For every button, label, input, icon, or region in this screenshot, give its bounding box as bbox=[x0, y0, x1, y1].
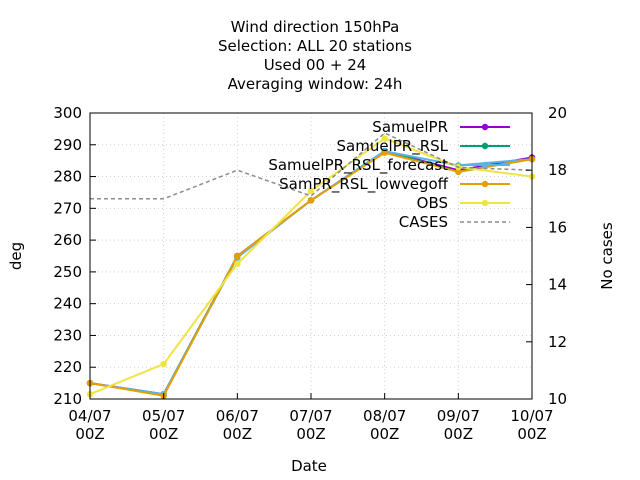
y2-tick-label: 20 bbox=[548, 104, 567, 122]
x-tick-label: 10/07 bbox=[510, 407, 553, 425]
data-point bbox=[234, 260, 241, 268]
y2-tick-label: 10 bbox=[548, 390, 567, 408]
legend-label: CASES bbox=[399, 213, 448, 231]
x-tick-label: 00Z bbox=[149, 425, 178, 443]
x-tick-label: 00Z bbox=[296, 425, 325, 443]
y-tick-label: 290 bbox=[53, 136, 82, 154]
x-tick-label: 00Z bbox=[75, 425, 104, 443]
legend-label: OBS bbox=[417, 194, 448, 212]
legend-label: SamuelPR_RSL_forecast bbox=[268, 156, 448, 175]
series-line-5 bbox=[90, 132, 533, 200]
title-line-2: Used 00 + 24 bbox=[264, 56, 367, 74]
x-tick-label: 00Z bbox=[444, 425, 473, 443]
x-tick-label: 04/07 bbox=[68, 407, 111, 425]
y-tick-label: 280 bbox=[53, 168, 82, 186]
y-tick-label: 300 bbox=[53, 104, 82, 122]
x-tick-label: 07/07 bbox=[289, 407, 332, 425]
y-tick-label: 240 bbox=[53, 295, 82, 313]
y-tick-label: 230 bbox=[53, 326, 82, 344]
data-point bbox=[307, 197, 315, 204]
legend-marker bbox=[481, 161, 489, 169]
title-line-3: Averaging window: 24h bbox=[228, 75, 403, 93]
y-tick-label: 260 bbox=[53, 231, 82, 249]
data-point bbox=[381, 135, 388, 142]
legend-marker bbox=[481, 180, 489, 188]
data-point bbox=[455, 168, 462, 175]
axis-ticks: 210 220 230 240 250 260 270 280 290 300 10 12 14 16 18… bbox=[53, 104, 567, 443]
legend-marker bbox=[481, 123, 489, 131]
x-tick-label: 08/07 bbox=[363, 407, 406, 425]
x-tick-label: 00Z bbox=[223, 425, 252, 443]
x-tick-label: 09/07 bbox=[437, 407, 480, 425]
legend-label: SamPR_RSL_lowvegoff bbox=[279, 175, 449, 194]
y-tick-label: 220 bbox=[53, 358, 82, 376]
y2-tick-label: 12 bbox=[548, 333, 567, 351]
x-tick-label: 06/07 bbox=[216, 407, 259, 425]
y2-tick-label: 14 bbox=[548, 276, 567, 294]
y-tick-label: 210 bbox=[53, 390, 82, 408]
data-point bbox=[234, 252, 241, 260]
legend-marker bbox=[481, 199, 489, 207]
legend-label: SamuelPR_RSL bbox=[337, 137, 449, 156]
x-tick-label: 00Z bbox=[370, 425, 399, 443]
y-tick-label: 250 bbox=[53, 263, 82, 281]
legend: SamuelPRSamuelPR_RSLSamuelPR_RSL_forecas… bbox=[268, 118, 510, 231]
title-line-0: Wind direction 150hPa bbox=[231, 18, 400, 36]
legend-label: SamuelPR bbox=[372, 118, 448, 136]
x-tick-label: 05/07 bbox=[142, 407, 185, 425]
y-axis-label: deg bbox=[7, 242, 25, 270]
x-tick-label: 00Z bbox=[517, 425, 546, 443]
title-line-1: Selection: ALL 20 stations bbox=[218, 37, 412, 55]
data-point bbox=[381, 149, 388, 156]
grid bbox=[90, 113, 532, 399]
y2-tick-label: 18 bbox=[548, 161, 567, 179]
data-point bbox=[307, 187, 315, 195]
legend-marker bbox=[481, 142, 489, 150]
y2-tick-label: 16 bbox=[548, 218, 567, 236]
x-axis-label: Date bbox=[291, 457, 327, 475]
y-tick-label: 270 bbox=[53, 199, 82, 217]
data-point bbox=[160, 360, 167, 368]
y2-axis-label: No cases bbox=[598, 222, 616, 290]
